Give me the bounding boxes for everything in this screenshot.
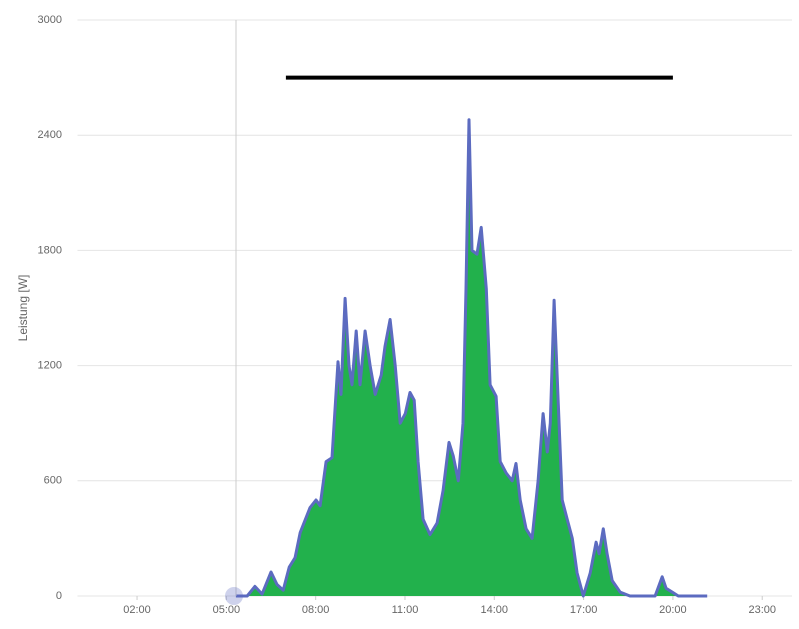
y-tick-label: 1200	[38, 360, 62, 372]
grid	[77, 19, 792, 600]
x-tick-label: 11:00	[392, 604, 419, 616]
x-tick-label: 02:00	[123, 604, 151, 616]
y-tick-label: 600	[44, 475, 62, 487]
x-tick-label: 17:00	[570, 604, 598, 616]
y-tick-label: 1800	[38, 244, 62, 256]
series-line	[235, 118, 708, 598]
series-area	[235, 119, 708, 597]
y-axis-label: Leistung [W]	[16, 275, 30, 342]
x-tick-label: 05:00	[213, 604, 241, 616]
x-tick-label: 23:00	[748, 604, 776, 616]
tick-labels: 0 600 1200 1800 2400 3000 02:00 05:00 08:00 11:00…	[38, 14, 776, 616]
y-tick-label: 0	[56, 590, 62, 602]
hover-marker	[225, 587, 243, 605]
x-tick-label: 20:00	[659, 604, 687, 616]
y-tick-label: 3000	[38, 14, 62, 26]
plot	[235, 75, 708, 598]
x-tick-label: 14:00	[481, 604, 509, 616]
y-tick-label: 2400	[38, 129, 62, 141]
x-tick-label: 08:00	[302, 604, 330, 616]
